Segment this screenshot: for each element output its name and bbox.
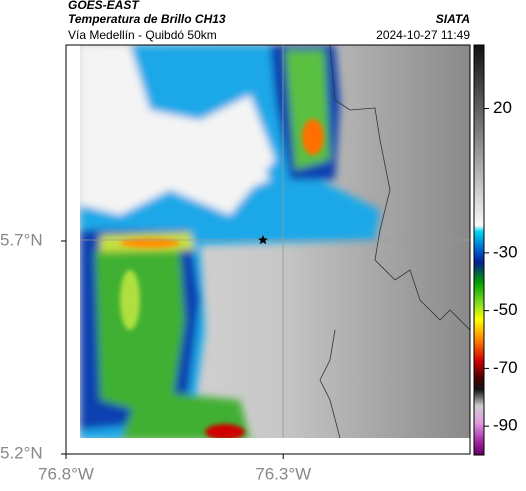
map-frame [65, 44, 471, 455]
source: SIATA [436, 12, 470, 26]
colorbar-tick-label: -90 [493, 416, 518, 435]
y-tick-label: 5.2°N [0, 443, 43, 462]
colorbar-tick-label: 20 [493, 98, 512, 117]
colorbar-tick-label: -30 [493, 242, 518, 261]
colorbar-tick-label: -50 [493, 300, 518, 319]
region: Vía Medellín - Quibdó 50km [68, 28, 217, 42]
location-marker [258, 235, 268, 245]
datetime: 2024-10-27 11:49 [376, 28, 470, 42]
x-tick-label: 76.3°W [255, 464, 311, 483]
colorbar [473, 44, 485, 456]
x-tick-label: 76.8°W [38, 464, 94, 483]
satellite-image [80, 45, 470, 438]
subtitle: Temperatura de Brillo CH13 [68, 12, 226, 26]
title: GOES-EAST [68, 0, 140, 12]
y-tick-label: 5.7°N [0, 230, 43, 249]
colorbar-tick-label: -70 [493, 358, 518, 377]
